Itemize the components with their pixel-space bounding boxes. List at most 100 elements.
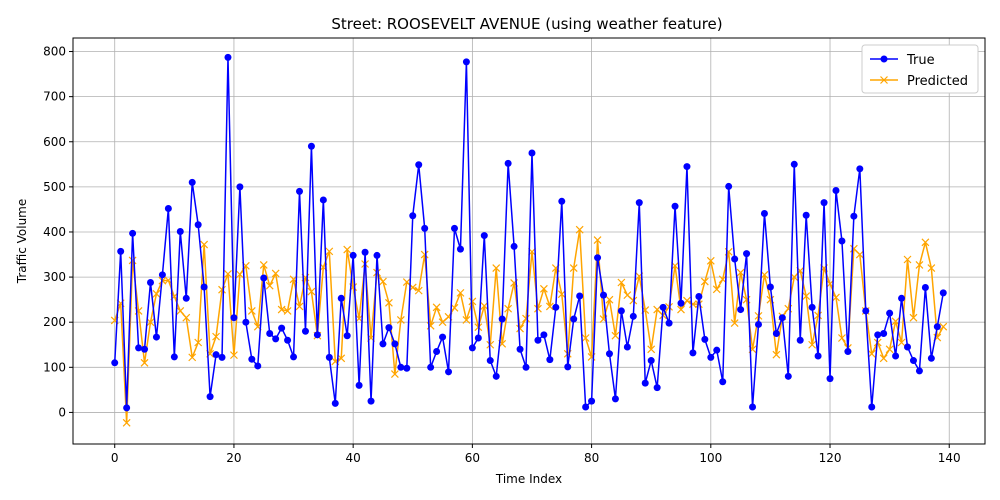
data-point-true [361,248,369,256]
data-point-true [826,375,834,383]
data-point-true [230,314,238,322]
data-point-true [474,334,482,342]
data-point-true [856,165,864,173]
data-point-true [206,393,214,401]
data-point-true [677,299,685,307]
x-tick-label: 140 [938,451,961,465]
data-point-true [629,312,637,320]
data-point-predicted [927,264,936,272]
data-point-predicted [545,302,554,311]
data-point-predicted [605,295,614,304]
data-point-true [904,343,912,351]
data-point-predicted [325,247,334,256]
data-point-true [909,357,917,365]
data-point-predicted [534,304,542,313]
data-point-true [766,283,774,291]
data-point-true [844,348,852,356]
data-point-predicted [629,296,638,305]
data-point-true [784,372,792,380]
data-point-true [635,199,643,207]
data-point-predicted [712,285,721,294]
data-point-true [617,307,625,315]
data-point-true [200,283,208,291]
data-point-predicted [885,345,894,354]
data-point-true [146,279,154,287]
data-point-predicted [617,278,626,287]
data-point-true [123,404,131,412]
legend-label-predicted: Predicted [907,74,968,89]
data-point-true [707,353,715,361]
data-point-predicted [259,260,268,269]
data-point-predicted [808,340,817,349]
data-point-true [832,186,840,194]
series-true [111,53,947,412]
data-point-true [725,182,733,190]
data-point-true [838,237,846,245]
data-point-true [600,291,608,299]
data-point-predicted [295,302,304,311]
data-point-true [898,294,906,302]
data-point-predicted [337,354,346,363]
data-point-predicted [921,238,930,247]
data-point-predicted [891,317,900,326]
data-point-predicted [230,351,238,360]
legend-label-true: True [906,53,935,68]
data-point-true [886,309,894,317]
data-point-predicted [468,297,477,306]
data-point-predicted [486,340,495,349]
data-point-true [564,363,572,371]
data-point-predicted [504,304,513,313]
data-point-true [653,384,661,392]
data-point-predicted [903,255,912,264]
data-point-true [248,355,256,363]
data-point-true [176,228,184,236]
data-point-true [570,315,578,323]
data-point-true [862,307,870,315]
data-point-true [647,357,655,365]
data-point-predicted [539,284,548,293]
legend: True Predicted [861,44,979,94]
data-point-predicted [218,285,226,294]
data-point-true [182,294,190,302]
data-point-true [552,303,560,311]
data-point-true [510,242,518,250]
data-point-true [480,232,488,240]
data-point-true [504,159,512,167]
data-point-true [242,318,250,326]
data-point-true [290,353,298,361]
y-tick-label: 800 [43,45,66,59]
data-point-true [939,289,947,297]
y-tick-label: 0 [58,405,66,419]
data-point-true [498,315,506,323]
data-point-predicted [867,349,876,358]
data-point-predicted [647,345,656,354]
data-point-true [671,202,679,210]
data-point-true [892,352,900,360]
data-point-predicted [522,314,530,323]
data-point-true [284,336,292,344]
data-point-true [129,229,137,237]
data-point-true [927,354,935,362]
axis-ticks: 0 20 40 60 80 100 120 140 0 100 200 300 400 500 600 700… [43,45,961,465]
series-layer [110,53,948,427]
data-point-predicted [188,353,197,362]
data-point-true [272,335,280,343]
data-point-true [582,403,590,411]
data-point-true [665,319,673,327]
data-point-predicted [611,331,620,340]
data-point-true [307,142,315,150]
data-point-predicted [557,290,566,299]
data-point-predicted [283,306,292,315]
data-point-true [880,329,888,337]
data-point-predicted [414,286,423,295]
y-tick-label: 500 [43,180,66,194]
data-point-true [456,245,464,253]
data-point-true [415,161,423,169]
data-point-true [343,332,351,340]
data-point-true [379,340,387,348]
data-point-predicted [450,303,459,312]
data-point-true [421,224,429,232]
data-point-predicted [200,240,209,249]
